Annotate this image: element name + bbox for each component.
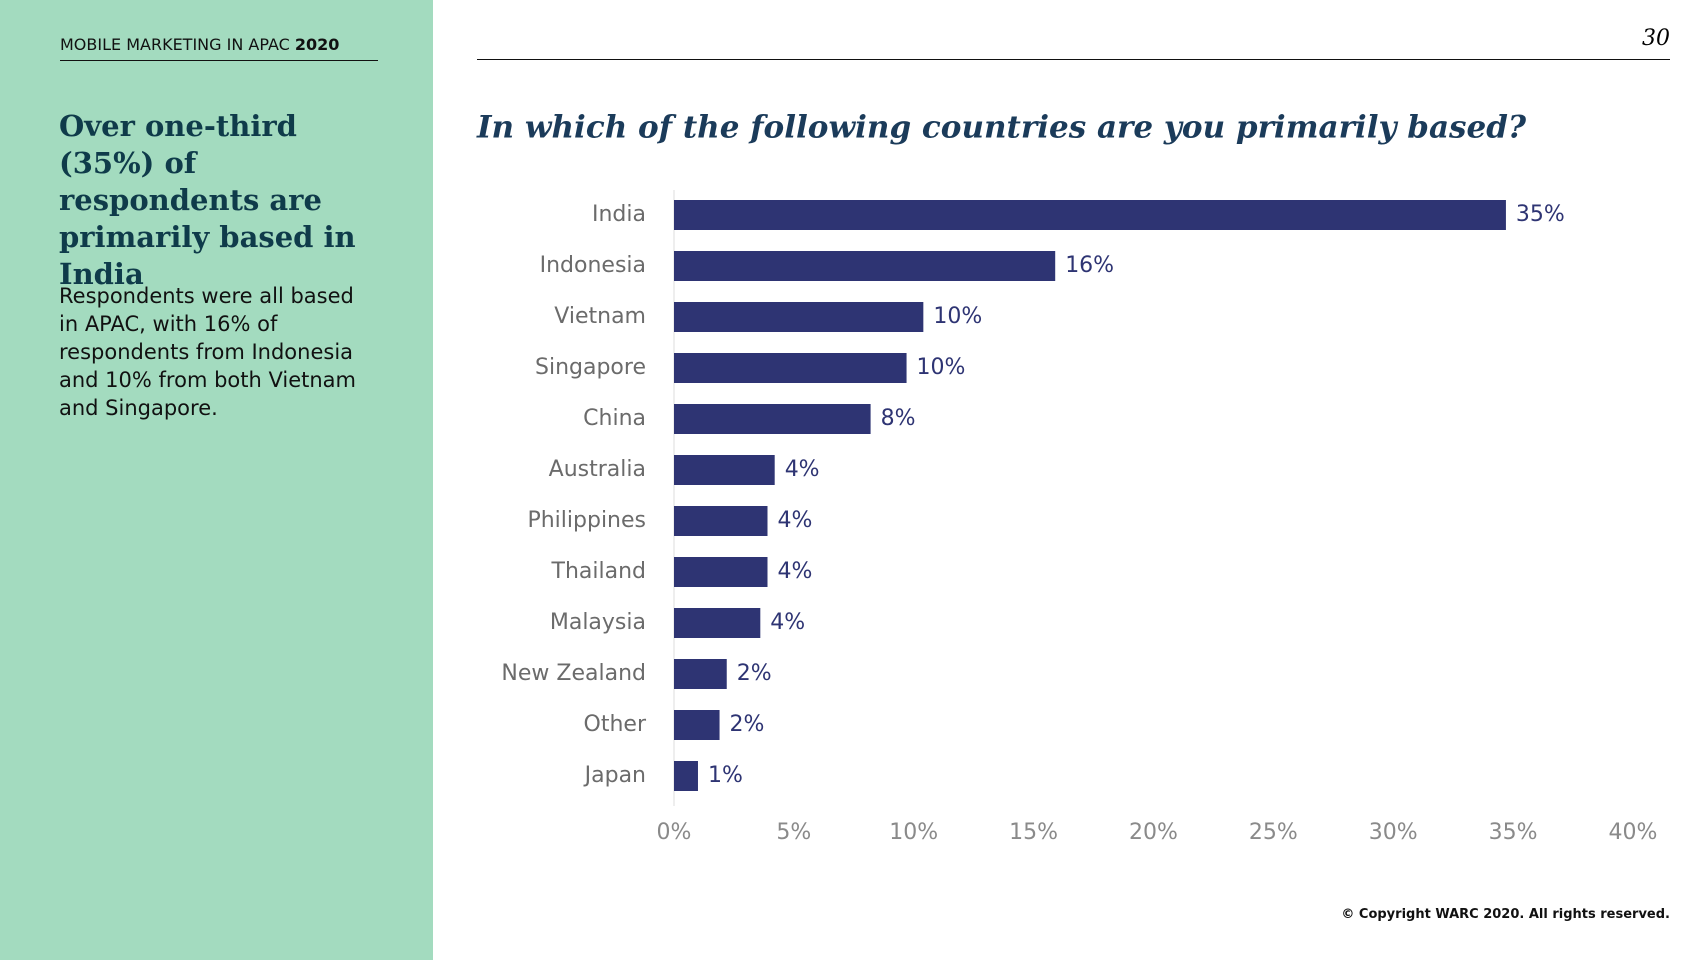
value-label: 35% [1516, 202, 1565, 227]
bar [674, 659, 727, 689]
bar [674, 761, 698, 791]
x-tick-label: 40% [1609, 820, 1658, 845]
category-label: Japan [583, 763, 646, 788]
report-header: MOBILE MARKETING IN APAC 2020 [60, 35, 378, 61]
copyright: © Copyright WARC 2020. All rights reserv… [1341, 907, 1670, 922]
header-rule [477, 59, 1670, 60]
bar [674, 302, 924, 332]
report-name: MOBILE MARKETING IN APAC [60, 35, 290, 54]
category-label: Philippines [527, 508, 646, 533]
category-label: Vietnam [554, 304, 646, 329]
category-label: New Zealand [501, 661, 646, 686]
value-label: 8% [881, 406, 916, 431]
bar [674, 353, 907, 383]
bar [674, 506, 768, 536]
bar [674, 200, 1506, 230]
bar [674, 455, 775, 485]
x-tick-label: 25% [1249, 820, 1298, 845]
value-label: 4% [770, 610, 805, 635]
x-tick-label: 20% [1129, 820, 1178, 845]
category-label: China [583, 406, 646, 431]
headline: Over one-third (35%) of respondents are … [59, 109, 356, 291]
value-label: 1% [708, 763, 743, 788]
x-tick-label: 5% [776, 820, 811, 845]
x-tick-label: 0% [657, 820, 692, 845]
x-tick-label: 10% [889, 820, 938, 845]
bar [674, 710, 720, 740]
value-label: 4% [778, 508, 813, 533]
category-label: Singapore [535, 355, 646, 380]
sidebar: MOBILE MARKETING IN APAC 2020 Over one-t… [0, 0, 433, 960]
x-tick-label: 15% [1009, 820, 1058, 845]
bar [674, 557, 768, 587]
chart-title: In which of the following countries are … [476, 110, 1527, 146]
bar [674, 608, 761, 638]
page-number: 30 [1642, 26, 1670, 51]
category-label: Malaysia [550, 610, 646, 635]
category-label: Indonesia [540, 253, 646, 278]
category-label: Australia [549, 457, 646, 482]
value-label: 2% [730, 712, 765, 737]
category-label: Other [584, 712, 647, 737]
value-label: 10% [917, 355, 966, 380]
value-label: 10% [933, 304, 982, 329]
bar [674, 404, 871, 434]
x-tick-label: 35% [1489, 820, 1538, 845]
report-year: 2020 [294, 35, 340, 54]
category-label: India [592, 202, 646, 227]
category-label: Thailand [551, 559, 646, 584]
x-tick-label: 30% [1369, 820, 1418, 845]
body-text: Respondents were all based in APAC, with… [59, 284, 357, 420]
bar [674, 251, 1056, 281]
value-label: 16% [1065, 253, 1114, 278]
value-label: 4% [778, 559, 813, 584]
value-label: 2% [737, 661, 772, 686]
value-label: 4% [785, 457, 820, 482]
